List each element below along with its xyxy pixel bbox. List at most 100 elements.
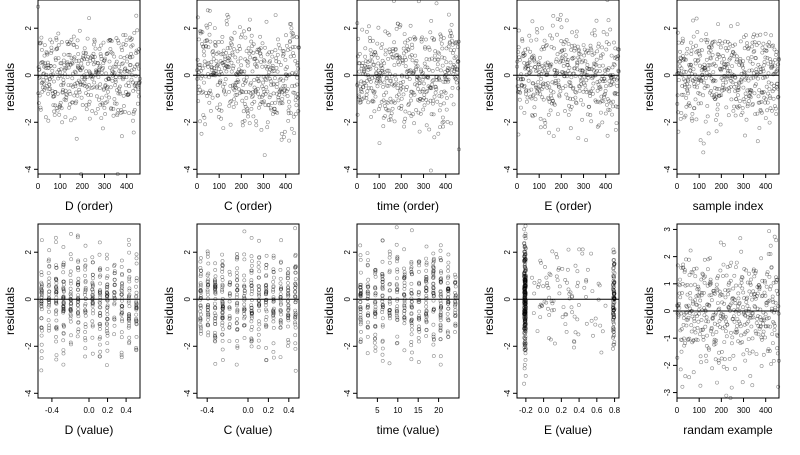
data-point [438, 243, 443, 248]
data-point [106, 76, 111, 81]
data-point [752, 274, 757, 279]
data-point [220, 300, 225, 305]
data-point [731, 286, 736, 291]
data-point [278, 89, 283, 93]
data-point [421, 87, 426, 92]
data-point [382, 61, 387, 66]
data-point [83, 75, 88, 80]
data-point [88, 70, 92, 75]
data-point [83, 50, 88, 55]
data-point [256, 332, 261, 337]
data-point [535, 89, 540, 94]
data-point [46, 284, 51, 289]
data-point [731, 109, 736, 113]
data-point [100, 102, 105, 107]
data-point [262, 59, 267, 64]
data-point [65, 42, 70, 47]
data-point [271, 312, 276, 317]
data-point [596, 82, 601, 87]
data-point [123, 33, 128, 38]
data-point [446, 318, 451, 323]
data-point [97, 47, 102, 51]
data-point [200, 30, 205, 34]
data-point [206, 317, 210, 322]
data-point [119, 45, 124, 50]
data-point [456, 59, 461, 64]
data-point [578, 84, 582, 89]
data-point [360, 61, 365, 66]
data-point [430, 69, 435, 73]
data-point [593, 33, 597, 38]
data-point [604, 67, 609, 72]
data-point [411, 91, 416, 95]
data-point [447, 41, 452, 46]
data-point [436, 131, 441, 136]
plot-frame [516, 223, 620, 399]
data-point [57, 105, 62, 109]
data-point [531, 81, 536, 86]
data-point [600, 45, 604, 50]
data-point [134, 256, 139, 261]
data-point [223, 92, 228, 97]
data-point [242, 288, 247, 293]
data-point [404, 69, 409, 74]
data-point [600, 329, 605, 334]
data-point [554, 81, 559, 86]
data-point [696, 91, 701, 95]
data-point [47, 263, 52, 268]
data-point [746, 46, 751, 50]
data-point [371, 52, 376, 57]
data-point [242, 257, 247, 262]
data-point [275, 52, 280, 57]
data-point [213, 288, 218, 293]
data-point [69, 333, 73, 338]
data-point [724, 80, 728, 85]
data-point [220, 309, 225, 314]
data-point [455, 45, 460, 50]
data-point [288, 46, 293, 51]
data-point [418, 97, 423, 101]
data-point [41, 60, 45, 65]
data-point [290, 35, 295, 39]
data-point [195, 57, 200, 62]
data-point [249, 280, 254, 285]
data-point [70, 100, 75, 105]
data-point [586, 267, 590, 272]
data-point [59, 67, 63, 72]
data-point [735, 57, 739, 62]
data-point [373, 94, 378, 99]
data-point [760, 45, 765, 50]
data-point [381, 98, 386, 103]
data-point [716, 87, 721, 91]
data-point [414, 77, 419, 82]
data-point [357, 69, 362, 74]
data-point [232, 83, 237, 88]
data-point [282, 87, 287, 92]
data-point [400, 59, 405, 64]
x-tick-label: 100 [372, 182, 386, 191]
data-point [220, 310, 225, 315]
data-point [257, 255, 262, 260]
data-point [431, 78, 436, 82]
data-point [432, 53, 437, 58]
data-point [92, 37, 97, 42]
data-point [584, 50, 588, 55]
data-point [363, 65, 368, 70]
data-point [437, 78, 442, 83]
data-point [134, 293, 139, 298]
data-point [134, 295, 139, 300]
data-point [583, 70, 587, 75]
data-point [767, 44, 771, 49]
data-point [716, 274, 721, 279]
data-point [545, 85, 550, 90]
data-point [127, 111, 131, 116]
data-point [293, 59, 298, 63]
data-point [407, 101, 411, 106]
data-point [104, 329, 109, 334]
data-point [250, 90, 255, 95]
data-point [401, 85, 405, 90]
data-point [264, 78, 269, 83]
data-point [373, 345, 378, 350]
data-point [739, 249, 744, 254]
data-point [47, 87, 51, 92]
